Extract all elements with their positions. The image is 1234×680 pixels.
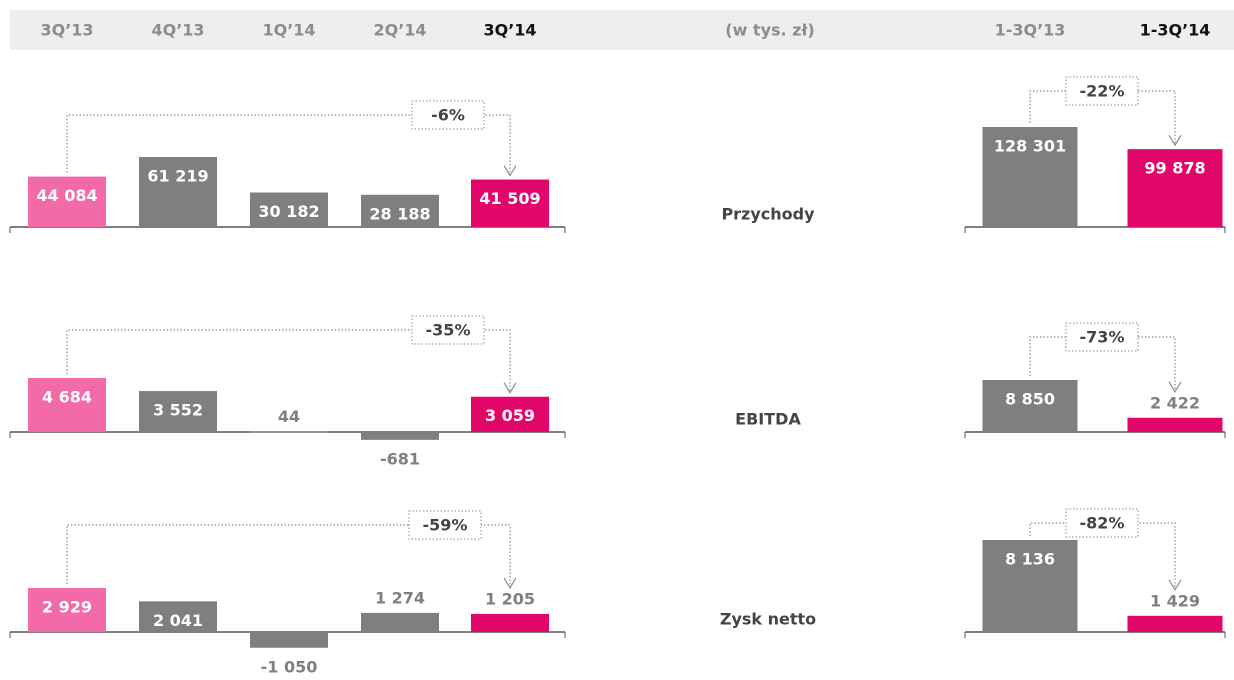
value-label: 4 684 bbox=[42, 388, 92, 407]
change-arrow bbox=[503, 577, 517, 590]
bar bbox=[28, 588, 106, 632]
value-label: 1 429 bbox=[1150, 591, 1200, 610]
bar bbox=[361, 612, 439, 632]
value-label: 28 188 bbox=[369, 204, 430, 223]
value-label: 3 552 bbox=[153, 401, 203, 420]
bar bbox=[28, 176, 106, 227]
change-connector bbox=[66, 114, 511, 176]
value-label: 3 059 bbox=[485, 406, 535, 425]
bar bbox=[139, 391, 217, 432]
row-title: EBITDA bbox=[735, 410, 801, 429]
bar bbox=[471, 179, 549, 227]
period-label: 4Q’13 bbox=[151, 21, 204, 40]
bar bbox=[250, 192, 328, 227]
bar bbox=[361, 194, 439, 227]
period-label: 3Q’14 bbox=[483, 21, 536, 40]
value-label: 2 422 bbox=[1150, 393, 1200, 412]
change-arrow bbox=[503, 382, 517, 394]
value-label: 61 219 bbox=[147, 167, 208, 186]
change-connector bbox=[1029, 336, 1176, 392]
period-label: 2Q’14 bbox=[373, 21, 426, 40]
change-arrow bbox=[1168, 134, 1182, 147]
change-label: -22% bbox=[1080, 82, 1125, 101]
value-label: 2 929 bbox=[42, 598, 92, 617]
value-label: 99 878 bbox=[1144, 159, 1205, 178]
bar bbox=[139, 601, 217, 632]
change-box bbox=[411, 315, 485, 345]
row-title: Zysk netto bbox=[720, 610, 816, 629]
change-label: -35% bbox=[426, 321, 471, 340]
bar bbox=[28, 378, 106, 432]
value-label: 8 850 bbox=[1005, 390, 1055, 409]
value-label: 2 041 bbox=[153, 611, 203, 630]
bar bbox=[250, 632, 328, 648]
bar bbox=[250, 431, 328, 433]
bar bbox=[982, 380, 1078, 432]
bar bbox=[1127, 417, 1223, 432]
value-label: 41 509 bbox=[479, 189, 540, 208]
change-arrow bbox=[1168, 579, 1182, 592]
bar bbox=[982, 540, 1078, 632]
value-label: 128 301 bbox=[994, 137, 1066, 156]
change-label: -6% bbox=[431, 106, 465, 125]
change-connector bbox=[66, 524, 511, 588]
period-label: 1-3Q’13 bbox=[995, 21, 1066, 40]
change-label: -59% bbox=[423, 516, 468, 535]
header-band bbox=[10, 10, 1234, 50]
bar bbox=[1127, 149, 1223, 227]
change-connector bbox=[1029, 90, 1176, 146]
change-label: -73% bbox=[1080, 328, 1125, 347]
value-label: 8 136 bbox=[1005, 550, 1055, 569]
change-box bbox=[1065, 508, 1139, 538]
value-label: 44 bbox=[278, 407, 300, 426]
bar bbox=[982, 127, 1078, 227]
period-label: 1-3Q’14 bbox=[1140, 21, 1211, 40]
value-label: -681 bbox=[380, 449, 420, 468]
value-label: 30 182 bbox=[258, 202, 319, 221]
change-box bbox=[1065, 322, 1139, 352]
unit-label: (w tys. zł) bbox=[725, 21, 814, 40]
value-label: 44 084 bbox=[36, 186, 97, 205]
change-box bbox=[408, 510, 482, 540]
value-label: 1 205 bbox=[485, 589, 535, 608]
bar bbox=[1127, 615, 1223, 632]
change-arrow bbox=[503, 165, 517, 177]
value-label: -1 050 bbox=[261, 657, 318, 676]
bar bbox=[471, 396, 549, 432]
bar bbox=[139, 157, 217, 227]
change-label: -82% bbox=[1080, 514, 1125, 533]
period-label: 1Q’14 bbox=[262, 21, 315, 40]
bar bbox=[471, 613, 549, 632]
change-arrow bbox=[1168, 381, 1182, 393]
period-label: 3Q’13 bbox=[40, 21, 93, 40]
change-box bbox=[411, 100, 485, 130]
bar bbox=[361, 432, 439, 440]
change-box bbox=[1065, 76, 1139, 106]
value-label: 1 274 bbox=[375, 588, 425, 607]
change-connector bbox=[66, 329, 511, 393]
row-title: Przychody bbox=[721, 205, 815, 224]
